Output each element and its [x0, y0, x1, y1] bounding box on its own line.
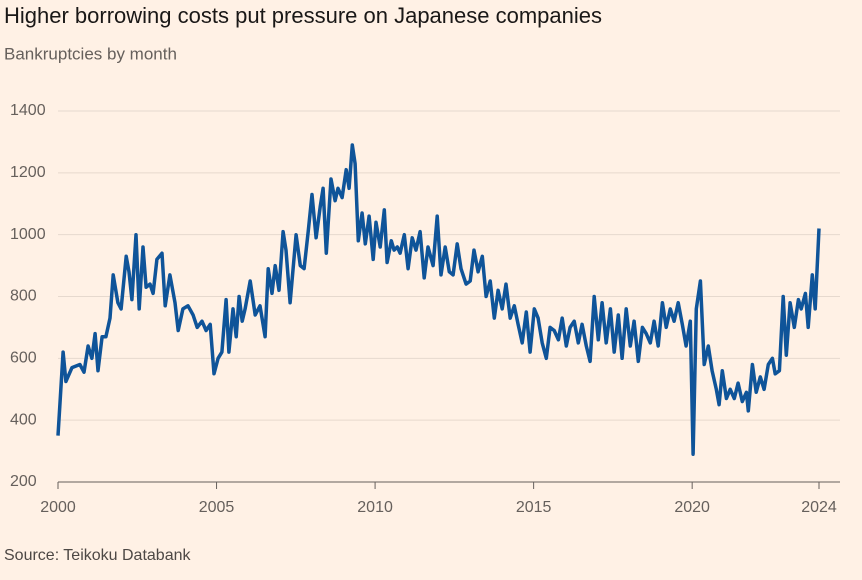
data-line	[56, 143, 821, 456]
y-tick-label: 1000	[10, 226, 46, 243]
y-tick-label: 1400	[10, 102, 46, 119]
y-tick-label: 800	[10, 288, 37, 305]
source-note: Source: Teikoku Databank	[4, 547, 191, 564]
x-tick-label: 2024	[801, 499, 837, 516]
x-tick-label: 2020	[674, 499, 710, 516]
y-tick-label: 600	[10, 350, 37, 367]
y-tick-label: 1200	[10, 164, 46, 181]
x-tick-label: 2000	[40, 499, 76, 516]
y-tick-label: 200	[10, 473, 37, 490]
chart-subtitle: Bankruptcies by month	[4, 44, 177, 63]
x-tick-label: 2005	[199, 499, 235, 516]
y-tick-label: 400	[10, 411, 37, 428]
x-tick-label: 2015	[516, 499, 552, 516]
x-tick-label: 2010	[357, 499, 393, 516]
chart-title: Higher borrowing costs put pressure on J…	[4, 3, 602, 28]
